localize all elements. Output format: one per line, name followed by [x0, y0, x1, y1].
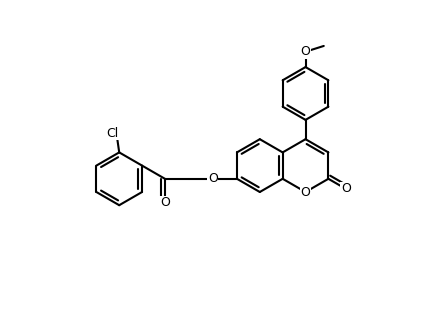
Text: O: O [160, 196, 170, 209]
Text: O: O [208, 172, 218, 185]
Text: O: O [300, 45, 311, 58]
Text: Cl: Cl [106, 127, 118, 140]
Text: O: O [300, 186, 311, 198]
Text: O: O [341, 183, 351, 195]
